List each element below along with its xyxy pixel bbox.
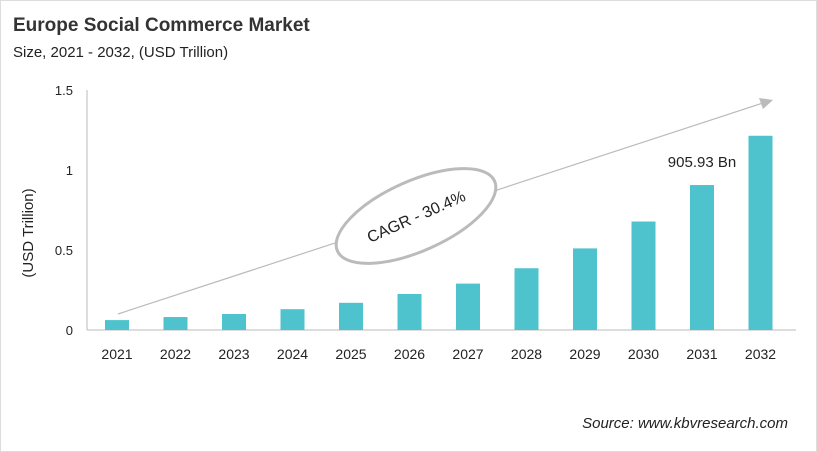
x-tick-label: 2031	[686, 346, 717, 362]
bar-2026	[397, 294, 422, 330]
y-tick-label: 1	[66, 163, 73, 178]
x-tick-label: 2032	[745, 346, 776, 362]
bar-2024	[280, 309, 305, 330]
source-note: Source: www.kbvresearch.com	[582, 415, 788, 432]
y-tick-label: 0	[66, 323, 73, 338]
bar-2022	[163, 317, 188, 330]
y-tick-label: 1.5	[55, 83, 73, 98]
bar-2025	[339, 302, 363, 330]
x-tick-label: 2030	[628, 346, 659, 362]
x-tick-label: 2024	[277, 346, 308, 362]
y-tick-label: 0.5	[55, 243, 73, 258]
bar-2028	[514, 268, 539, 330]
x-tick-label: 2021	[101, 346, 132, 362]
x-tick-label: 2028	[511, 346, 542, 362]
bar-2021	[105, 320, 129, 330]
bar-2030	[631, 221, 656, 330]
bar-2032	[748, 135, 773, 330]
y-axis-label: (USD Trillion)	[20, 188, 37, 277]
chart-subtitle: Size, 2021 - 2032, (USD Trillion)	[13, 44, 229, 61]
x-tick-label: 2029	[569, 346, 600, 362]
x-tick-label: 2026	[394, 346, 425, 362]
bar-2031	[690, 185, 714, 330]
chart-title: Europe Social Commerce Market	[13, 15, 310, 36]
bar-2029	[573, 248, 597, 330]
bar-2027	[456, 283, 480, 330]
x-tick-label: 2025	[335, 346, 366, 362]
trend-arrowhead	[759, 98, 773, 109]
cagr-ellipse	[334, 167, 498, 265]
x-tick-label: 2022	[160, 346, 191, 362]
x-tick-label: 2023	[218, 346, 249, 362]
x-tick-label: 2027	[452, 346, 483, 362]
value-label-2031: 905.93 Bn	[668, 154, 736, 171]
bar-2023	[222, 314, 246, 330]
